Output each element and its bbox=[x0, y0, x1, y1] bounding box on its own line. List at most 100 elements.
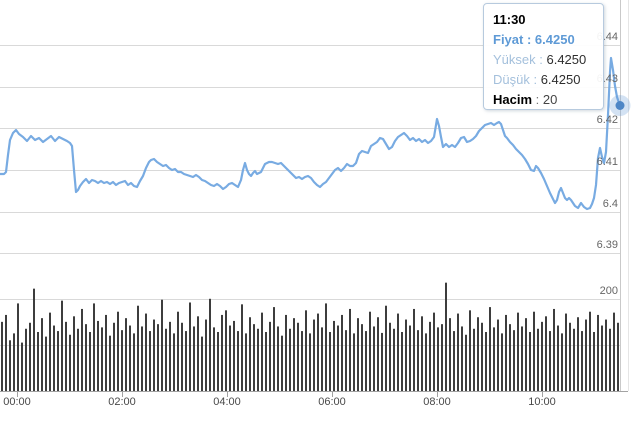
volume-bar bbox=[329, 331, 331, 391]
volume-bar bbox=[273, 307, 275, 391]
volume-bar bbox=[305, 310, 307, 391]
volume-bar bbox=[117, 311, 119, 391]
volume-bar bbox=[45, 336, 47, 391]
volume-bar bbox=[233, 320, 235, 391]
volume-bar bbox=[289, 328, 291, 391]
volume-bar bbox=[473, 328, 475, 391]
volume-bar bbox=[353, 333, 355, 391]
volume-bar bbox=[285, 314, 287, 391]
volume-bar bbox=[365, 331, 367, 391]
volume-bar bbox=[373, 326, 375, 391]
volume-bar bbox=[601, 325, 603, 391]
volume-bar bbox=[517, 312, 519, 391]
volume-bar bbox=[429, 321, 431, 391]
volume-bar bbox=[417, 330, 419, 391]
volume-bar bbox=[105, 314, 107, 391]
volume-bar bbox=[421, 316, 423, 391]
volume-bar bbox=[65, 321, 67, 391]
tooltip-row-yüksek: Yüksek : 6.4250 bbox=[493, 52, 587, 67]
volume-bar bbox=[85, 324, 87, 391]
volume-bar bbox=[97, 320, 99, 391]
volume-bar bbox=[433, 312, 435, 391]
volume-bar bbox=[41, 318, 43, 391]
last-price-marker bbox=[615, 101, 625, 110]
volume-bar bbox=[465, 334, 467, 391]
volume-bar bbox=[149, 331, 151, 391]
volume-bar bbox=[617, 322, 619, 391]
chart-tooltip: 11:30 Fiyat : 6.4250 Yüksek : 6.4250 Düşük… bbox=[483, 3, 604, 110]
volume-bar bbox=[37, 331, 39, 391]
volume-bar bbox=[553, 308, 555, 391]
volume-bar bbox=[221, 314, 223, 391]
volume-bar bbox=[477, 317, 479, 391]
volume-bar bbox=[513, 330, 515, 391]
volume-bar bbox=[317, 313, 319, 391]
volume-bar bbox=[489, 307, 491, 391]
volume-bar bbox=[157, 324, 159, 391]
volume-bar bbox=[445, 282, 447, 391]
price-line bbox=[0, 56, 622, 211]
volume-bar bbox=[485, 331, 487, 391]
volume-bar bbox=[137, 305, 139, 391]
volume-bar bbox=[133, 333, 135, 391]
volume-bar bbox=[257, 328, 259, 391]
volume-bar bbox=[213, 327, 215, 391]
volume-bar bbox=[81, 308, 83, 391]
volume-bar bbox=[165, 328, 167, 391]
volume-bar bbox=[581, 331, 583, 391]
volume-bar bbox=[565, 313, 567, 391]
volume-bar bbox=[541, 321, 543, 391]
volume-bar bbox=[193, 326, 195, 391]
volume-bar bbox=[521, 326, 523, 391]
volume-bar bbox=[437, 327, 439, 391]
volume-bar bbox=[609, 328, 611, 391]
tooltip-row-fiyat: Fiyat : 6.4250 bbox=[493, 32, 575, 47]
volume-bar bbox=[385, 305, 387, 391]
volume-bar bbox=[49, 312, 51, 391]
volume-bar bbox=[229, 325, 231, 391]
volume-bar bbox=[545, 316, 547, 391]
volume-bar bbox=[529, 331, 531, 391]
volume-bar bbox=[325, 303, 327, 391]
volume-bar bbox=[125, 318, 127, 391]
volume-bar bbox=[349, 308, 351, 391]
volume-bar bbox=[297, 322, 299, 391]
volume-bar bbox=[17, 303, 19, 391]
volume-bar bbox=[321, 327, 323, 391]
volume-bar bbox=[61, 300, 63, 391]
volume-bar bbox=[145, 313, 147, 391]
volume-bar bbox=[277, 326, 279, 391]
volume-bar bbox=[197, 316, 199, 391]
volume-bar bbox=[241, 304, 243, 391]
volume-bar bbox=[361, 324, 363, 391]
volume-bar bbox=[301, 331, 303, 391]
volume-bar bbox=[293, 318, 295, 391]
volume-bar bbox=[109, 335, 111, 391]
volume-bar bbox=[9, 340, 11, 391]
volume-bar bbox=[369, 311, 371, 391]
volume-bar bbox=[377, 317, 379, 391]
volume-bar bbox=[89, 331, 91, 391]
volume-bar bbox=[413, 308, 415, 391]
volume-bar bbox=[557, 325, 559, 391]
volume-bar bbox=[33, 288, 35, 391]
volume-bar bbox=[25, 328, 27, 391]
volume-bar bbox=[57, 331, 59, 391]
volume-bar bbox=[401, 331, 403, 391]
tooltip-row-düşük: Düşük : 6.4250 bbox=[493, 72, 581, 87]
volume-bar bbox=[113, 322, 115, 391]
volume-bar bbox=[177, 311, 179, 391]
volume-bar bbox=[457, 313, 459, 391]
volume-bar bbox=[161, 299, 163, 391]
volume-bar bbox=[225, 310, 227, 391]
volume-bar bbox=[69, 334, 71, 391]
volume-bar bbox=[249, 317, 251, 391]
volume-bar bbox=[201, 336, 203, 391]
volume-bar bbox=[509, 324, 511, 391]
volume-bar bbox=[337, 325, 339, 391]
volume-bar bbox=[333, 320, 335, 391]
volume-bar bbox=[309, 333, 311, 391]
volume-bar bbox=[237, 331, 239, 391]
